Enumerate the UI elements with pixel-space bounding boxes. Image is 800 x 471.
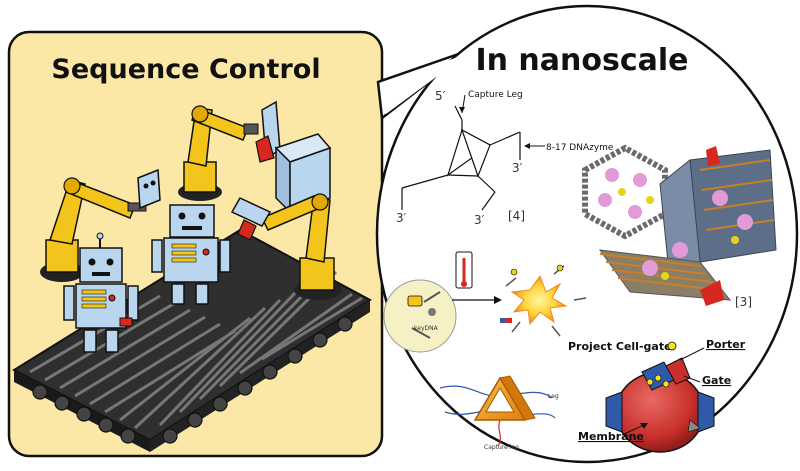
dnazyme-label: 8-17 DNAzyme	[546, 143, 614, 153]
dna-origami-render: [3]	[582, 144, 777, 309]
dna-tetrahedron: Leg Capture leg	[439, 375, 559, 451]
left-panel: Sequence Control	[7, 30, 384, 458]
tetrahedron-leg-label: Leg	[548, 393, 559, 400]
project-cell-gate-label: Project Cell-gate	[568, 340, 672, 353]
gate-label: Gate	[702, 374, 731, 387]
callout-tail-fill	[384, 52, 470, 114]
assembled-robot-front	[63, 232, 139, 353]
membrane-model: Porter Gate Membrane	[578, 338, 746, 453]
right-panel-frame	[375, 4, 799, 464]
right-panel: In nanoscale 5′ Capture Leg 8-17 DNAzyme…	[375, 4, 799, 464]
keydna-label: keyDNA	[414, 325, 439, 332]
porter-label: Porter	[706, 338, 746, 351]
right-panel-title: In nanoscale	[475, 43, 688, 78]
three-prime-label-left: 3′	[396, 211, 407, 225]
reference-3: [3]	[735, 295, 752, 309]
robot-arm-left	[40, 177, 147, 282]
assembled-robot-middle	[151, 204, 231, 305]
conveyor-belt	[11, 228, 372, 452]
left-panel-title: Sequence Control	[51, 54, 320, 85]
three-prime-label-right: 3′	[512, 161, 523, 175]
robot-face-panel	[137, 168, 161, 210]
robot-arm-center	[178, 105, 259, 201]
five-prime-label: 5′	[435, 89, 446, 103]
three-prime-label-bottom: 3′	[474, 213, 485, 227]
robot-arm-right	[230, 193, 342, 300]
dna-nanostructure: 5′ Capture Leg 8-17 DNAzyme 3′ 3′ 3′ [4]	[396, 89, 614, 227]
membrane-label: Membrane	[578, 430, 644, 443]
reference-4: [4]	[508, 209, 525, 223]
cell-gate-process: keyDNA Project Cell-gate	[383, 251, 672, 353]
capture-leg-label: Capture Leg	[468, 90, 523, 100]
tetrahedron-capture-leg-label: Capture leg	[484, 444, 519, 451]
